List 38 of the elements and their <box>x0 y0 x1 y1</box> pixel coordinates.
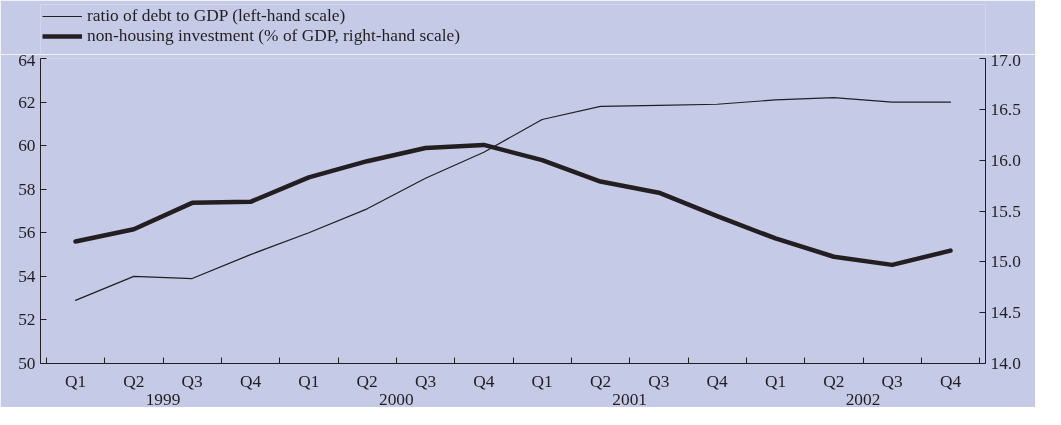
x-tick-label: Q4 <box>706 371 729 391</box>
x-tick-label: Q3 <box>881 371 903 391</box>
y2-tick-label: 16.0 <box>990 150 1021 170</box>
x-tick-label: Q3 <box>648 371 670 391</box>
text: 1999 <box>145 389 181 409</box>
x-tick-label: Q4 <box>939 371 962 391</box>
y-tick-label: 60 <box>18 136 36 156</box>
y2-tick-label: 16.5 <box>990 99 1021 119</box>
y2-tick-label: 15.0 <box>990 252 1021 272</box>
text: 2002 <box>845 389 881 409</box>
x-tick-label: Q4 <box>239 371 262 391</box>
y2-tick-label: 14.5 <box>990 303 1021 323</box>
line-series <box>74 97 952 301</box>
y2-tick-label: 17.0 <box>990 50 1021 70</box>
x-tick-label: Q1 <box>531 371 553 391</box>
x-tick-label: Q1 <box>764 371 787 391</box>
x-tick-label: Q1 <box>64 371 87 391</box>
y2-tick-label: 15.5 <box>990 201 1021 221</box>
x-tick-label: Q2 <box>823 371 845 391</box>
x-tick-label: Q2 <box>123 371 145 391</box>
y-tick-label: 54 <box>18 266 36 286</box>
y-tick-label: 56 <box>18 223 36 243</box>
y-tick-label: 52 <box>18 310 36 330</box>
y-tick-label: 58 <box>18 179 36 199</box>
legend-label: non-housing investment (% of GDP, right-hand scale) <box>87 26 460 46</box>
x-tick-label: Q4 <box>473 371 495 391</box>
x-tick-label: Q1 <box>298 371 320 391</box>
text: 2000 <box>379 389 414 409</box>
y-tick-label: 62 <box>18 92 36 112</box>
x-tick-label: Q3 <box>181 371 203 391</box>
x-tick-label: Q3 <box>414 371 437 391</box>
y2-tick-label: 14.0 <box>990 354 1021 373</box>
legend-label: ratio of debt to GDP (left-hand scale) <box>87 6 346 26</box>
text: 2001 <box>612 389 647 409</box>
x-tick-label: Q2 <box>356 371 378 391</box>
y-tick-label: 50 <box>18 354 36 373</box>
y-tick-label: 64 <box>18 50 36 70</box>
x-tick-label: Q2 <box>589 371 612 391</box>
